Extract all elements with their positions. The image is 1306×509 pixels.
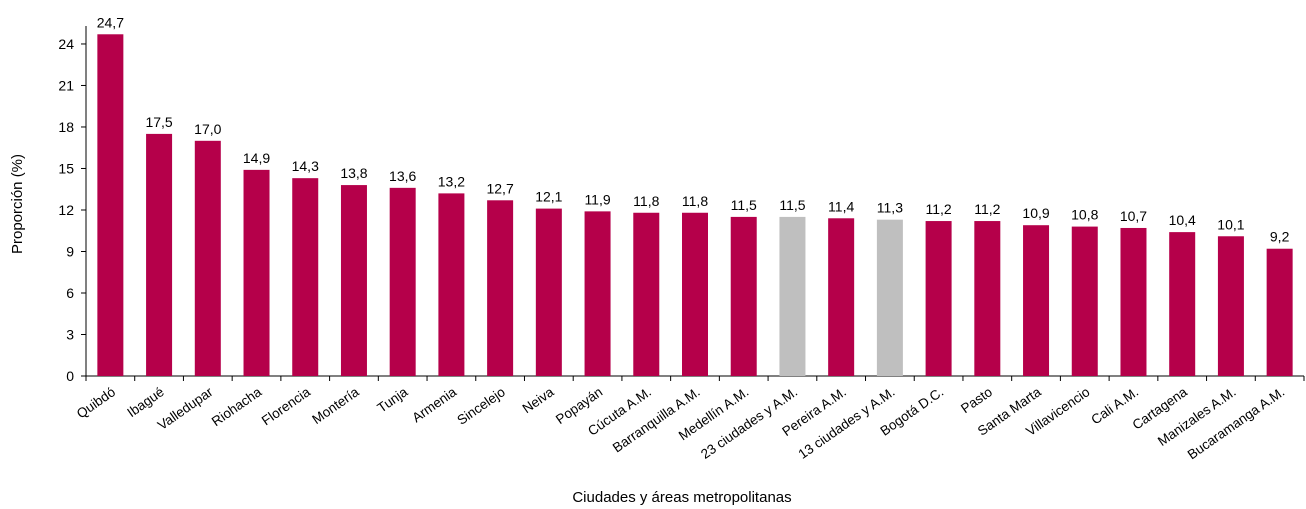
data-label: 13,6 [389, 168, 416, 184]
data-label: 9,2 [1270, 229, 1290, 245]
category-label: Riohacha [209, 384, 265, 429]
category-label: Neiva [520, 384, 557, 416]
bar [292, 178, 319, 376]
data-label: 11,9 [584, 191, 610, 207]
bar [389, 187, 416, 376]
data-label: 11,5 [779, 197, 805, 213]
bar [1023, 225, 1050, 376]
x-axis-title: Ciudades y áreas metropolitanas [572, 489, 791, 506]
bar [487, 200, 514, 376]
bar [828, 218, 855, 376]
data-label: 10,8 [1071, 207, 1098, 223]
bar [730, 216, 757, 376]
bar [633, 212, 660, 376]
data-label: 17,5 [145, 114, 172, 130]
bar [974, 221, 1001, 376]
data-label: 11,4 [828, 198, 854, 214]
bar [340, 185, 367, 376]
bar [1071, 226, 1098, 376]
category-label: Quibdó [74, 384, 118, 421]
data-label: 10,9 [1022, 205, 1049, 221]
category-label: Valledupar [155, 384, 216, 433]
bar [146, 133, 173, 376]
y-tick-label: 18 [58, 119, 74, 135]
y-tick-label: 12 [58, 202, 74, 218]
data-label: 17,0 [194, 121, 221, 137]
category-label: Florencia [259, 384, 313, 428]
bar [243, 169, 270, 376]
plot-area: 0 3 6 9 12 15 18 21 24 24,7 Quibdó 17,5 Ibagué 17,0 Va… [58, 14, 1305, 462]
bar [535, 208, 562, 376]
data-label: 14,3 [292, 158, 319, 174]
category-label: Ibagué [124, 384, 166, 420]
bar [1266, 248, 1293, 376]
y-tick-label: 3 [66, 326, 74, 342]
bar [438, 193, 465, 376]
data-label: 24,7 [97, 14, 124, 30]
bar [682, 212, 708, 376]
category-label: Barranquilla A.M. [610, 384, 703, 455]
bar [925, 221, 952, 376]
data-label: 12,1 [535, 189, 562, 205]
category-label: Sincelejo [454, 384, 507, 428]
data-label: 10,1 [1217, 216, 1244, 232]
category-label: Armenia [409, 384, 459, 425]
bar [584, 211, 611, 376]
data-label: 13,2 [438, 173, 465, 189]
y-tick-label: 9 [66, 243, 74, 259]
bar [194, 140, 221, 376]
data-label: 11,8 [633, 193, 659, 209]
y-tick-label: 21 [58, 77, 74, 93]
data-label: 14,9 [243, 150, 270, 166]
data-label: 12,7 [486, 180, 513, 196]
bar [1120, 227, 1147, 376]
bar [97, 34, 124, 376]
y-tick-label: 15 [58, 160, 74, 176]
y-tick-label: 24 [58, 36, 74, 52]
y-tick-label: 0 [66, 368, 74, 384]
bar-highlight [779, 216, 806, 376]
data-label: 11,2 [925, 201, 951, 217]
data-label: 11,2 [974, 201, 1000, 217]
data-label: 11,8 [682, 193, 708, 209]
category-label: Tunja [375, 384, 411, 416]
bar-highlight [876, 219, 903, 376]
bar [1217, 236, 1244, 376]
y-axis-title: Proporción (%) [9, 154, 26, 254]
data-label: 11,3 [877, 200, 903, 216]
data-label: 13,8 [340, 165, 367, 181]
data-label: 10,7 [1120, 208, 1147, 224]
category-label: Pasto [958, 384, 995, 416]
category-label: Montería [309, 384, 362, 427]
y-tick-label: 6 [66, 285, 74, 301]
data-label: 11,5 [731, 197, 757, 213]
data-label: 10,4 [1169, 212, 1196, 228]
bar [1169, 232, 1196, 376]
